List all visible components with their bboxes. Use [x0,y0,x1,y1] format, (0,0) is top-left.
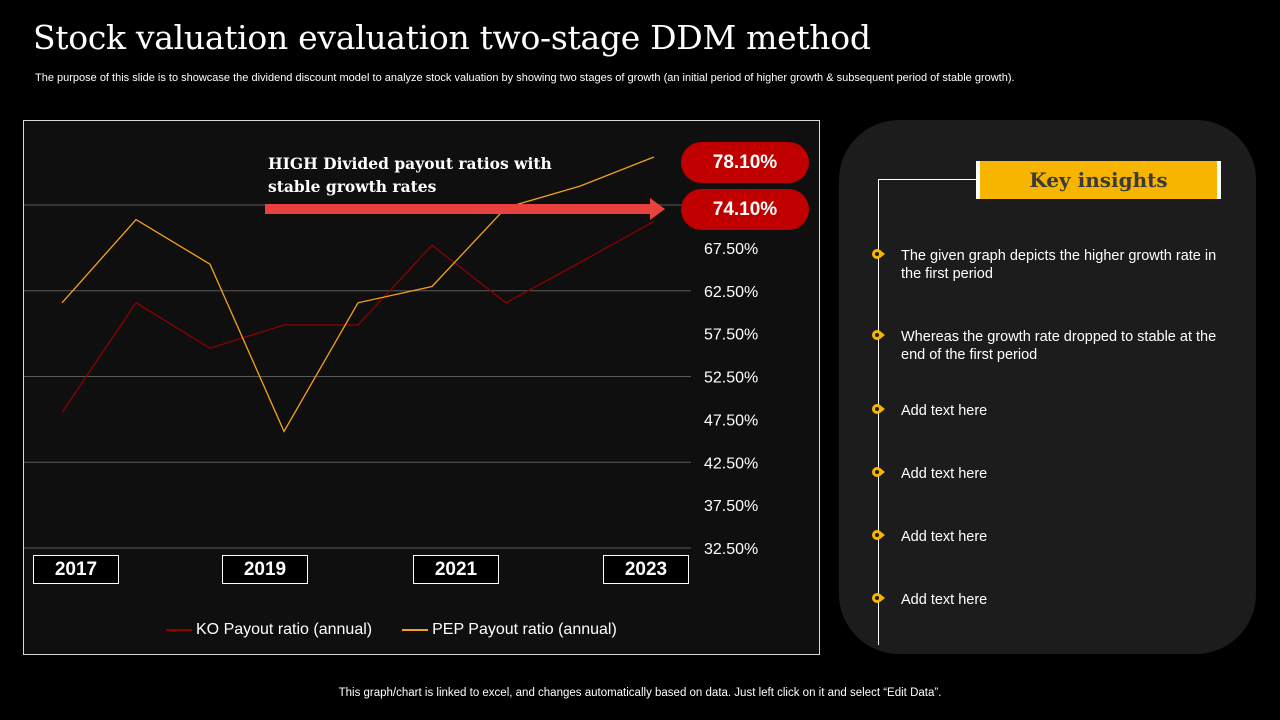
slide-title: Stock valuation evaluation two-stage DDM… [33,18,871,57]
insights-title-box: Key insights [976,161,1221,199]
insight-text: Add text here [901,529,988,545]
bullet-arrow-icon [872,593,885,603]
y-tick-label: 57.50% [704,327,758,344]
bullet-arrow-icon [872,330,885,340]
legend-label: PEP Payout ratio (annual) [432,621,617,638]
annotation-arrow [265,198,665,220]
insight-text: Add text here [901,466,988,482]
x-tick-label: 2017 [33,555,119,584]
y-tick-label: 42.50% [704,455,758,472]
legend-item-ko: KO Payout ratio (annual) [166,621,372,639]
insight-text: Whereas the growth rate dropped to stabl… [901,329,1217,363]
insight-item: Add text here [871,591,1231,609]
y-tick-label: 62.50% [704,284,758,301]
chart-legend: KO Payout ratio (annual) PEP Payout rati… [166,621,617,639]
legend-label: KO Payout ratio (annual) [196,621,373,638]
y-tick-label: 32.50% [704,541,758,558]
insight-item: Add text here [871,528,1231,546]
insight-text: The given graph depicts the higher growt… [901,248,1217,282]
bullet-arrow-icon [872,467,885,477]
x-tick-label: 2023 [603,555,689,584]
timeline-connector [878,179,978,180]
chart-container[interactable]: 32.50% 37.50% 42.50% 47.50% 52.50% 57.50% 62.5… [23,120,820,655]
x-tick-label: 2021 [413,555,499,584]
series-line-ko [61,220,655,413]
insights-panel: Key insights The given graph depicts the… [839,120,1256,654]
insights-title: Key insights [1029,168,1168,192]
insight-item: The given graph depicts the higher growt… [871,247,1231,283]
y-tick-label: 52.50% [704,370,758,387]
line-chart: 32.50% 37.50% 42.50% 47.50% 52.50% 57.50% 62.5… [24,156,758,558]
insight-text: Add text here [901,592,988,608]
x-tick-label: 2019 [222,555,308,584]
highlight-badge-top: 78.10% [681,142,809,183]
bullet-arrow-icon [872,404,885,414]
highlight-badge-bottom: 74.10% [681,189,809,230]
legend-swatch-pep [402,629,429,631]
insight-item: Add text here [871,465,1231,483]
slide-subtitle: The purpose of this slide is to showcase… [35,72,1015,84]
insight-text: Add text here [901,403,988,419]
slide-footer: This graph/chart is linked to excel, and… [338,687,942,699]
legend-item-pep: PEP Payout ratio (annual) [402,621,617,639]
bullet-arrow-icon [872,249,885,259]
insight-item: Whereas the growth rate dropped to stabl… [871,328,1231,364]
legend-swatch-ko [166,629,192,631]
series-line-pep [61,156,655,433]
bullet-arrow-icon [872,530,885,540]
chart-annotation: HIGH Divided payout ratios with stable g… [268,154,552,196]
y-tick-label: 67.50% [704,241,758,258]
y-tick-label: 37.50% [704,498,758,515]
y-tick-label: 47.50% [704,412,758,429]
insight-item: Add text here [871,402,1231,420]
